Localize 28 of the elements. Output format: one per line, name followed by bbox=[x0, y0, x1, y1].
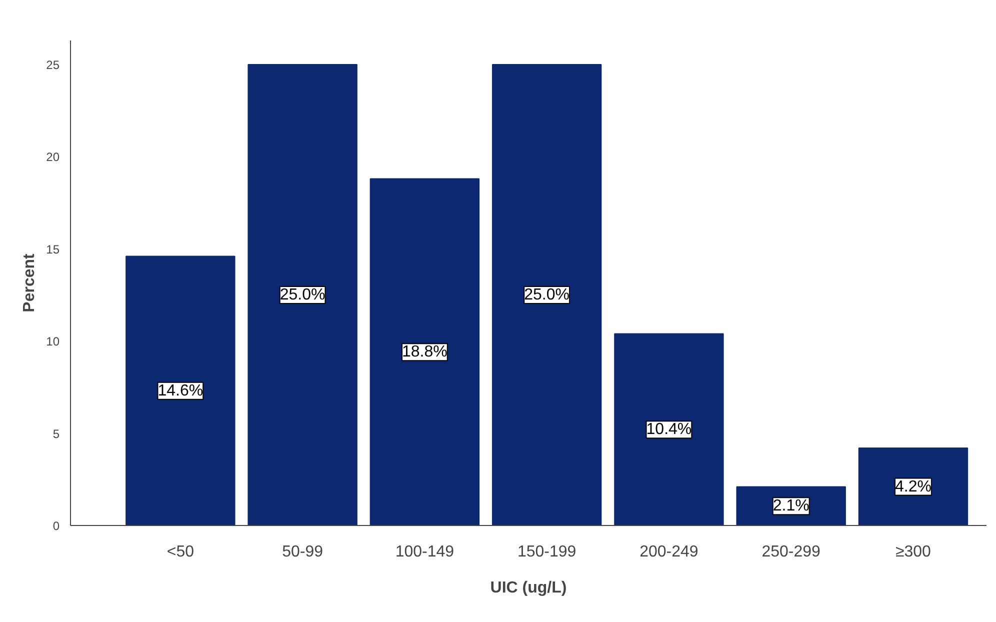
bar bbox=[126, 256, 236, 526]
y-tick-label: 20 bbox=[46, 150, 60, 164]
bar bbox=[858, 448, 968, 526]
bar bbox=[492, 64, 602, 526]
y-tick-label: 0 bbox=[52, 519, 60, 533]
y-axis-title: Percent bbox=[21, 252, 38, 312]
x-axis-title: UIC (ug/L) bbox=[490, 580, 567, 596]
data-label: 4.2% bbox=[894, 478, 932, 496]
y-tick-label: 5 bbox=[52, 426, 60, 441]
bar bbox=[248, 64, 358, 526]
data-label: 14.6% bbox=[158, 382, 204, 400]
y-tick-label: 25 bbox=[46, 58, 60, 72]
x-tick-label: 200-249 bbox=[640, 544, 698, 560]
x-tick-label: 150-199 bbox=[517, 544, 576, 560]
x-tick-label: 50-99 bbox=[282, 544, 324, 560]
y-tick-label: 10 bbox=[46, 334, 60, 349]
data-label: 25.0% bbox=[524, 286, 570, 304]
data-label: 18.8% bbox=[402, 344, 448, 361]
x-tick-label: <50 bbox=[166, 544, 194, 560]
data-label: 10.4% bbox=[646, 421, 692, 438]
data-label: 25.0% bbox=[280, 286, 326, 304]
y-tick-label: 15 bbox=[46, 242, 60, 256]
bar bbox=[370, 178, 480, 526]
x-tick-label: 100-149 bbox=[395, 544, 454, 560]
x-tick-label: 250-299 bbox=[762, 544, 821, 560]
x-tick-label: ≥300 bbox=[895, 544, 932, 560]
bar bbox=[614, 333, 724, 526]
data-label: 2.1% bbox=[772, 498, 810, 515]
